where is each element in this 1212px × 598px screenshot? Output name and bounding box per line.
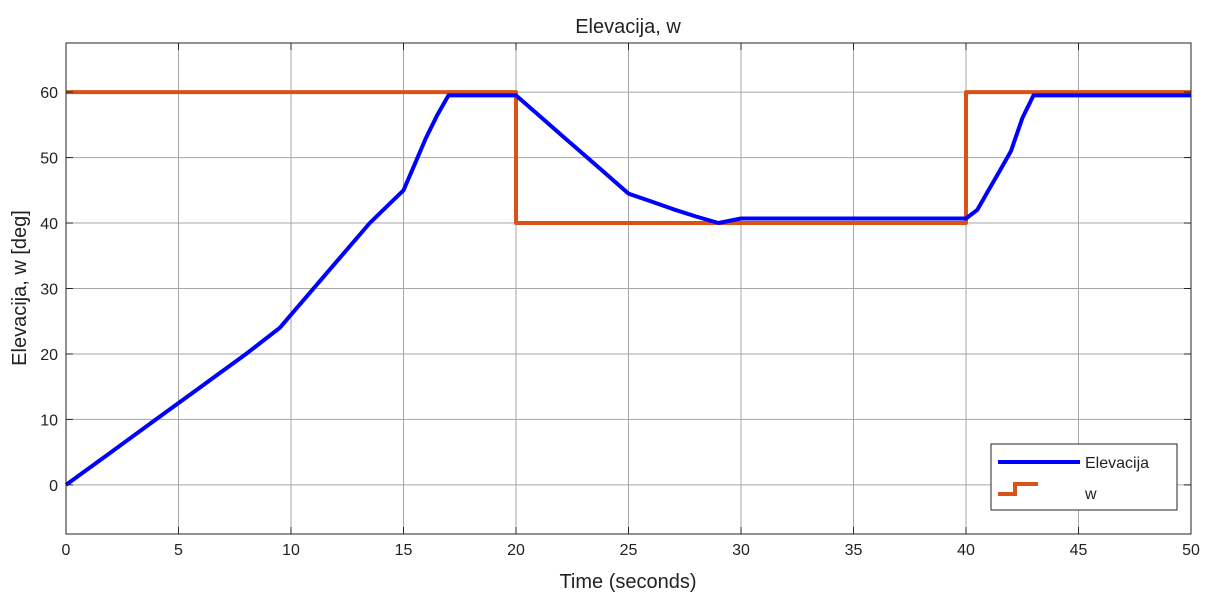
x-tick-label: 50 [1182, 542, 1200, 559]
series-layer [64, 90, 1191, 487]
series-line-w [66, 90, 1191, 225]
x-tick-label: 0 [62, 542, 71, 559]
x-tick-label: 5 [174, 542, 183, 559]
y-tick-label: 0 [49, 478, 58, 495]
legend-swatch-w [998, 482, 1038, 496]
y-axis-title: Elevacija, w [deg] [9, 210, 31, 366]
y-tick-label: 30 [40, 282, 58, 299]
y-tick-label: 20 [40, 347, 58, 364]
x-tick-label: 40 [957, 542, 975, 559]
y-tick-label: 60 [40, 85, 58, 102]
y-tick-label: 50 [40, 151, 58, 168]
series-line-elevacija [64, 93, 1191, 487]
y-tick-label: 40 [40, 216, 58, 233]
x-tick-label: 20 [507, 542, 525, 559]
ticks: 0 5 10 15 20 25 30 35 40 45 50 0 10 20 30 40 50 60 [40, 43, 1200, 559]
x-tick-label: 45 [1070, 542, 1088, 559]
legend-label-elevacija: Elevacija [1085, 455, 1149, 472]
chart-title: Elevacija, w [575, 16, 681, 38]
x-tick-label: 10 [282, 542, 300, 559]
x-tick-label: 15 [395, 542, 413, 559]
legend-label-w: w [1084, 486, 1097, 503]
legend: Elevacija w [990, 443, 1178, 511]
x-tick-label: 35 [845, 542, 863, 559]
x-axis-title: Time (seconds) [559, 571, 696, 593]
legend-box [990, 443, 1178, 511]
y-tick-label: 10 [40, 412, 58, 429]
x-tick-label: 30 [732, 542, 750, 559]
x-tick-label: 25 [620, 542, 638, 559]
